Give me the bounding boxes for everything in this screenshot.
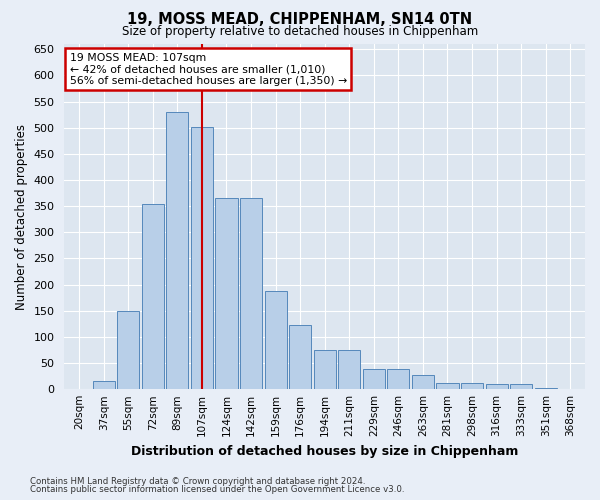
Bar: [388, 370, 409, 389]
Text: Size of property relative to detached houses in Chippenham: Size of property relative to detached ho…: [122, 25, 478, 38]
Bar: [363, 370, 385, 389]
Text: Contains public sector information licensed under the Open Government Licence v3: Contains public sector information licen…: [30, 485, 404, 494]
Bar: [166, 112, 188, 389]
Bar: [92, 382, 115, 389]
Bar: [117, 310, 139, 389]
Bar: [461, 383, 483, 389]
Text: Contains HM Land Registry data © Crown copyright and database right 2024.: Contains HM Land Registry data © Crown c…: [30, 477, 365, 486]
Bar: [412, 375, 434, 389]
Bar: [142, 204, 164, 389]
Bar: [240, 198, 262, 389]
Bar: [191, 126, 213, 389]
Text: 19 MOSS MEAD: 107sqm
← 42% of detached houses are smaller (1,010)
56% of semi-de: 19 MOSS MEAD: 107sqm ← 42% of detached h…: [70, 52, 347, 86]
Text: 19, MOSS MEAD, CHIPPENHAM, SN14 0TN: 19, MOSS MEAD, CHIPPENHAM, SN14 0TN: [127, 12, 473, 28]
Bar: [289, 326, 311, 389]
Bar: [485, 384, 508, 389]
Bar: [265, 292, 287, 389]
X-axis label: Distribution of detached houses by size in Chippenham: Distribution of detached houses by size …: [131, 444, 518, 458]
Bar: [338, 350, 361, 389]
Y-axis label: Number of detached properties: Number of detached properties: [15, 124, 28, 310]
Bar: [535, 388, 557, 389]
Bar: [436, 383, 458, 389]
Bar: [215, 198, 238, 389]
Bar: [510, 384, 532, 389]
Bar: [314, 350, 336, 389]
